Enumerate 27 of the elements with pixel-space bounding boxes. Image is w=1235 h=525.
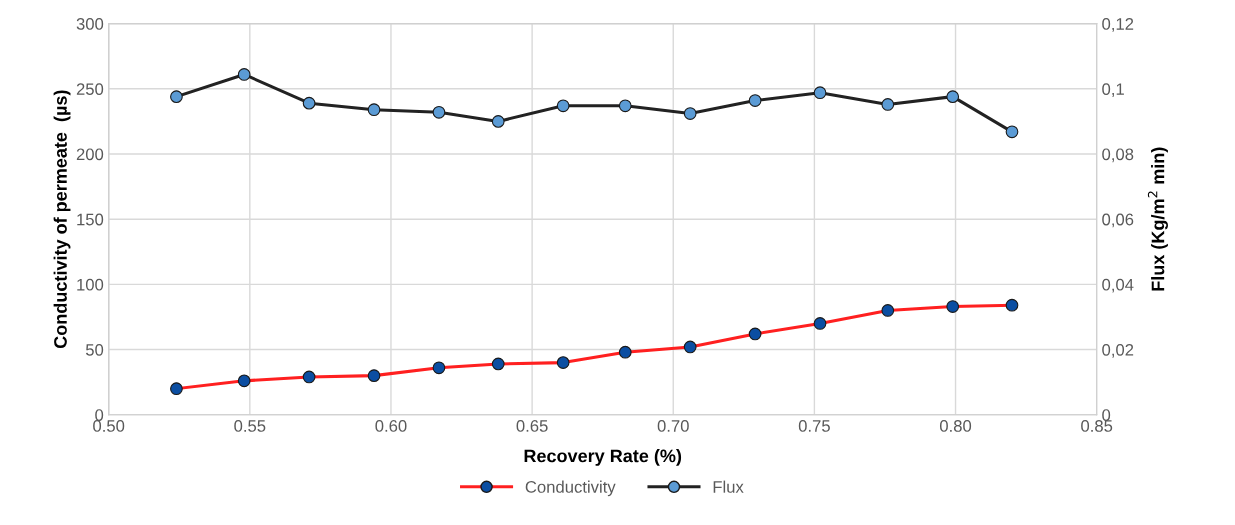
x-tick-label: 0.75 <box>798 420 830 432</box>
y-tick-label: 250 <box>76 83 104 96</box>
y-tick-label: 50 <box>85 343 104 356</box>
x-tick-label: 0.85 <box>1081 420 1113 432</box>
y2-tick-label: 0,02 <box>1102 343 1134 358</box>
y2-tick-label: 0,06 <box>1102 213 1134 228</box>
x-axis-title: Recovery Rate (%) <box>524 449 682 466</box>
y-tick-label: 300 <box>76 18 104 30</box>
y-axis-title: Conductivity of permeate (µs) <box>53 90 71 349</box>
x-tick-label: 0.65 <box>516 420 548 432</box>
x-tick-label: 0.60 <box>375 420 407 432</box>
x-tick-label: 0.55 <box>234 420 266 432</box>
y-tick-label: 200 <box>76 148 104 161</box>
y-tick-label: 150 <box>77 213 104 226</box>
legend-label: Conductivity <box>525 480 616 497</box>
y2-tick-label: 0,08 <box>1102 148 1134 163</box>
y-tick-label: 0 <box>95 409 104 421</box>
y2-tick-label: 0 <box>1102 409 1111 421</box>
y2-tick-label: 0,1 <box>1102 83 1124 97</box>
y2-axis-title: Flux (Kg/m$^{2}$ min) <box>1147 147 1168 291</box>
y-tick-label: 100 <box>77 278 104 291</box>
y2-tick-label: 0,12 <box>1102 18 1134 32</box>
legend-label: Flux <box>713 480 744 493</box>
y2-tick-label: 0,04 <box>1102 278 1134 293</box>
x-tick-label: 0.50 <box>93 420 125 432</box>
x-tick-label: 0.80 <box>939 420 972 432</box>
x-tick-label: 0.70 <box>657 420 689 432</box>
